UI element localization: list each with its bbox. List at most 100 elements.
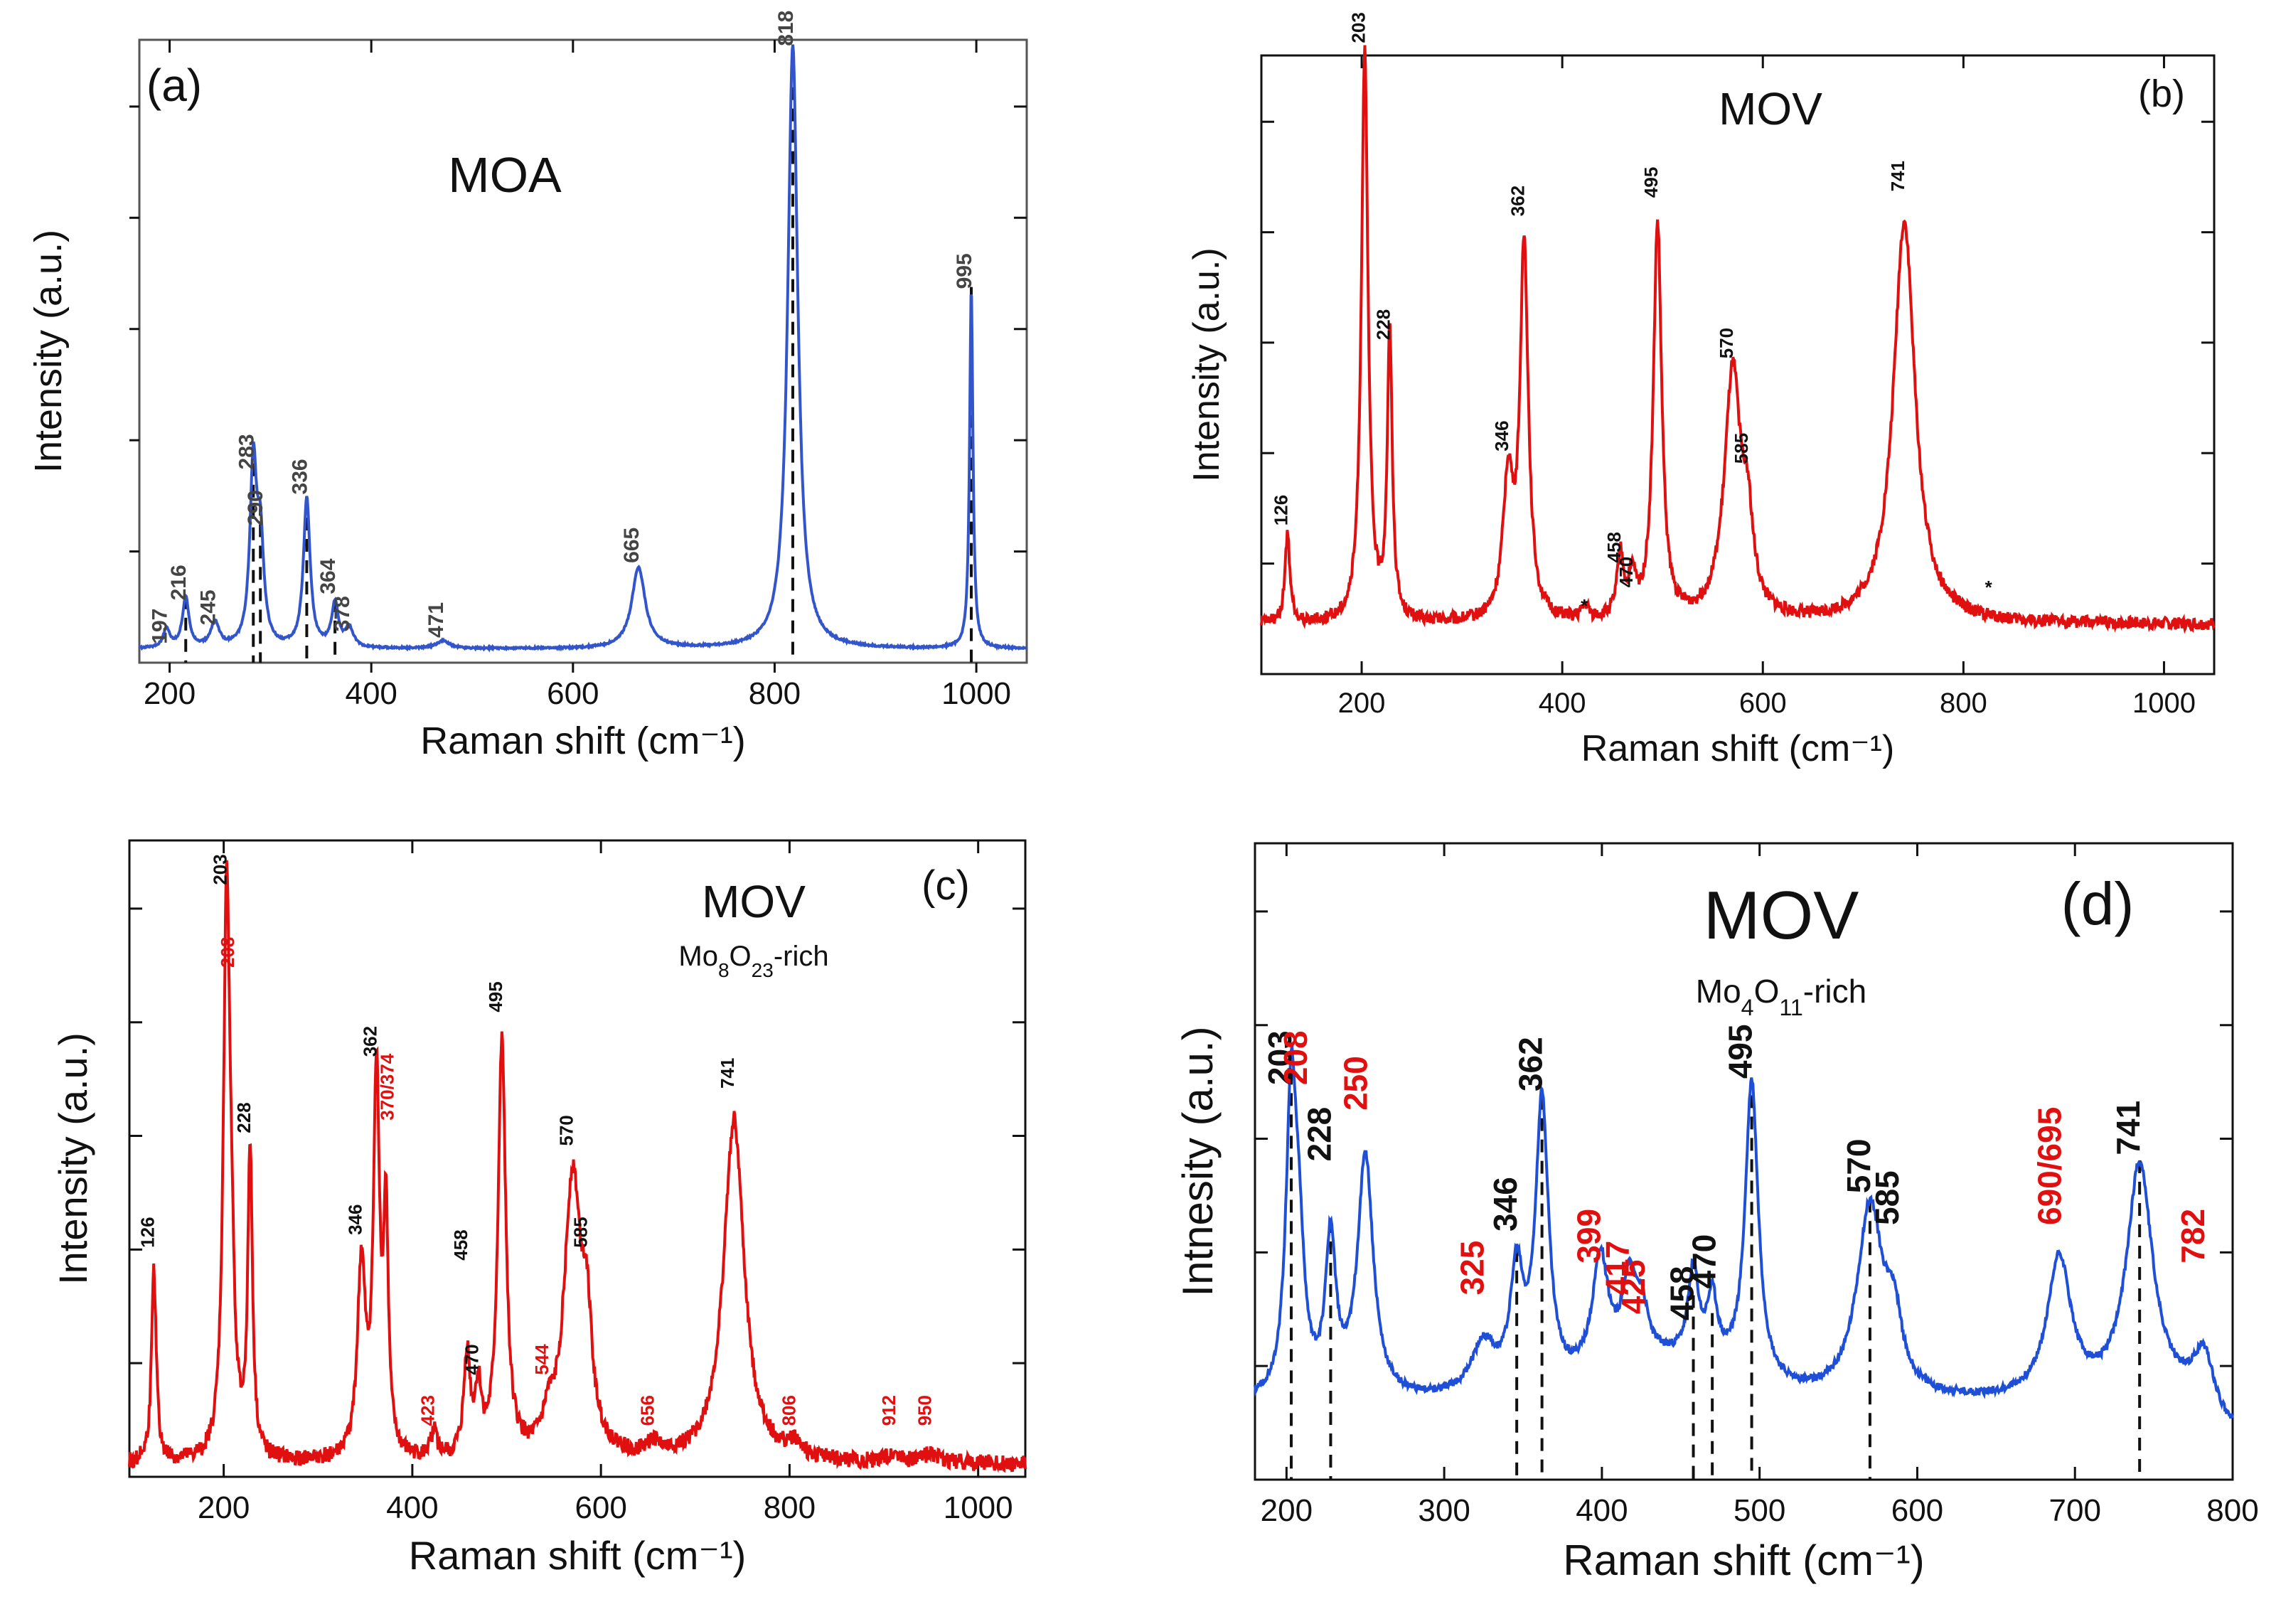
x-axis-label: Raman shift (cm⁻¹) xyxy=(1563,1537,1924,1584)
panel-subtitle: Mo8O23-rich xyxy=(678,941,828,981)
peak-label: 995 xyxy=(953,253,976,289)
peak-label: 818 xyxy=(774,11,798,46)
panel-title: MOV xyxy=(702,876,806,927)
peak-label: 208 xyxy=(1277,1030,1314,1085)
peak-label: 544 xyxy=(531,1344,552,1375)
peak-label: 208 xyxy=(217,937,238,968)
x-tick-label: 1000 xyxy=(944,1490,1013,1525)
x-tick-label: 400 xyxy=(345,676,397,711)
x-tick-label: 800 xyxy=(764,1490,816,1525)
x-tick-label: 600 xyxy=(575,1490,626,1525)
peak-label: 203 xyxy=(1347,12,1369,43)
peak-label: 362 xyxy=(1512,1037,1549,1091)
peak-label: 690/695 xyxy=(2031,1107,2068,1225)
panel-subtitle: Mo4O11-rich xyxy=(1696,973,1866,1020)
x-tick-label: 400 xyxy=(386,1490,438,1525)
x-tick-label: 400 xyxy=(1576,1493,1628,1528)
panel-c-mov-mo8o23: 200 400 600 800 1000 Raman shift (cm⁻¹) Intens… xyxy=(50,839,1027,1578)
peak-label: 362 xyxy=(359,1026,380,1057)
peak-label: 912 xyxy=(878,1395,899,1426)
spectrum-line xyxy=(138,45,1027,653)
peak-label: 283 xyxy=(235,434,258,469)
peak-label: 495 xyxy=(1640,167,1662,198)
peak-label: 585 xyxy=(1869,1170,1906,1225)
y-axis-label: Intensity (a.u.) xyxy=(1186,247,1227,481)
peak-label: 399 xyxy=(1571,1209,1608,1264)
peak-label: 470 xyxy=(461,1344,483,1374)
peak-label: 570 xyxy=(1840,1139,1877,1194)
x-tick-label: 600 xyxy=(547,676,599,711)
peak-label: 346 xyxy=(344,1204,365,1235)
x-axis-label: Raman shift (cm⁻¹) xyxy=(1581,728,1895,769)
x-tick-label: 800 xyxy=(1940,688,1987,719)
peak-label: 458 xyxy=(1664,1266,1701,1321)
plot-frame xyxy=(1260,54,2216,675)
y-axis-label: Intensity (a.u.) xyxy=(27,230,70,473)
panel-letter: (a) xyxy=(146,60,202,111)
peak-label: 325 xyxy=(1454,1241,1491,1296)
peak-label: 250 xyxy=(1337,1056,1374,1111)
x-tick-label: 200 xyxy=(198,1490,250,1525)
peak-label: * xyxy=(1581,595,1588,616)
panel-letter: (d) xyxy=(2061,870,2135,937)
x-tick-label: 200 xyxy=(1338,688,1386,719)
peak-label: 782 xyxy=(2174,1209,2211,1264)
peak-label: 203 xyxy=(210,854,231,885)
spectrum-line xyxy=(128,860,1027,1473)
peak-label: 656 xyxy=(636,1395,658,1426)
x-tick-label: 400 xyxy=(1539,688,1586,719)
peak-label: 245 xyxy=(196,589,220,625)
peak-label: 741 xyxy=(2110,1101,2147,1155)
panel-title: MOV xyxy=(1719,83,1822,134)
spectrum-line xyxy=(1254,1045,2234,1419)
x-tick-label: 200 xyxy=(144,676,196,711)
peak-label: 950 xyxy=(914,1395,935,1426)
peak-label: 495 xyxy=(1722,1024,1759,1079)
plot-frame xyxy=(138,38,1028,664)
peak-label: 370/374 xyxy=(376,1053,397,1121)
y-axis-label: Intnesity (a.u.) xyxy=(1174,1026,1222,1296)
x-tick-label: 800 xyxy=(2206,1493,2258,1528)
peak-label: 458 xyxy=(450,1229,471,1260)
peak-label: 741 xyxy=(717,1058,738,1089)
plot-frame xyxy=(128,839,1027,1478)
x-tick-label: 600 xyxy=(1891,1493,1943,1528)
peak-label: * xyxy=(1985,577,1993,598)
peak-label: 741 xyxy=(1887,161,1908,191)
peak-label: 570 xyxy=(1716,328,1737,358)
x-tick-label: 800 xyxy=(749,676,801,711)
panel-b-mov: 200 400 600 800 1000 Raman shift (cm⁻¹) Intens… xyxy=(1186,12,2216,769)
peak-label: 665 xyxy=(620,528,643,563)
peak-label: 228 xyxy=(233,1102,255,1133)
spectrum-line xyxy=(1260,45,2216,634)
x-tick-label: 500 xyxy=(1734,1493,1785,1528)
x-tick-label: 200 xyxy=(1261,1493,1313,1528)
panel-title: MOA xyxy=(448,147,562,203)
x-axis-label: Raman shift (cm⁻¹) xyxy=(420,720,746,762)
x-tick-label: 300 xyxy=(1418,1493,1470,1528)
panel-d-mov-mo4o11: 200 300 400 500 600 700 800 Raman shift (cm⁻¹) I… xyxy=(1174,842,2259,1584)
x-axis-label: Raman shift (cm⁻¹) xyxy=(409,1533,747,1578)
peak-label: 470 xyxy=(1615,557,1637,587)
peak-label: 126 xyxy=(1271,495,1292,525)
peak-label: 362 xyxy=(1507,186,1529,216)
peak-label: 495 xyxy=(485,981,506,1012)
peak-label: 346 xyxy=(1491,420,1512,451)
plot-frame xyxy=(1254,842,2234,1481)
peak-label: 346 xyxy=(1487,1177,1524,1232)
y-axis-label: Intensity (a.u.) xyxy=(50,1032,95,1285)
peak-label: 423 xyxy=(417,1395,438,1426)
peak-label: 197 xyxy=(148,609,171,644)
x-tick-label: 700 xyxy=(2049,1493,2101,1528)
panel-letter: (c) xyxy=(922,862,970,909)
peak-label: 458 xyxy=(1603,532,1625,562)
peak-label: 216 xyxy=(167,565,191,600)
peak-label: 585 xyxy=(570,1217,591,1247)
peak-label: 228 xyxy=(1300,1107,1337,1162)
peak-label: 336 xyxy=(288,459,311,494)
peak-label: 585 xyxy=(1731,433,1752,464)
panel-a-moa: 200 400 600 800 1000 Raman shift (cm⁻¹) Intens… xyxy=(27,11,1028,762)
peak-label: 417 xyxy=(1599,1241,1636,1296)
peak-label: 126 xyxy=(137,1217,158,1247)
